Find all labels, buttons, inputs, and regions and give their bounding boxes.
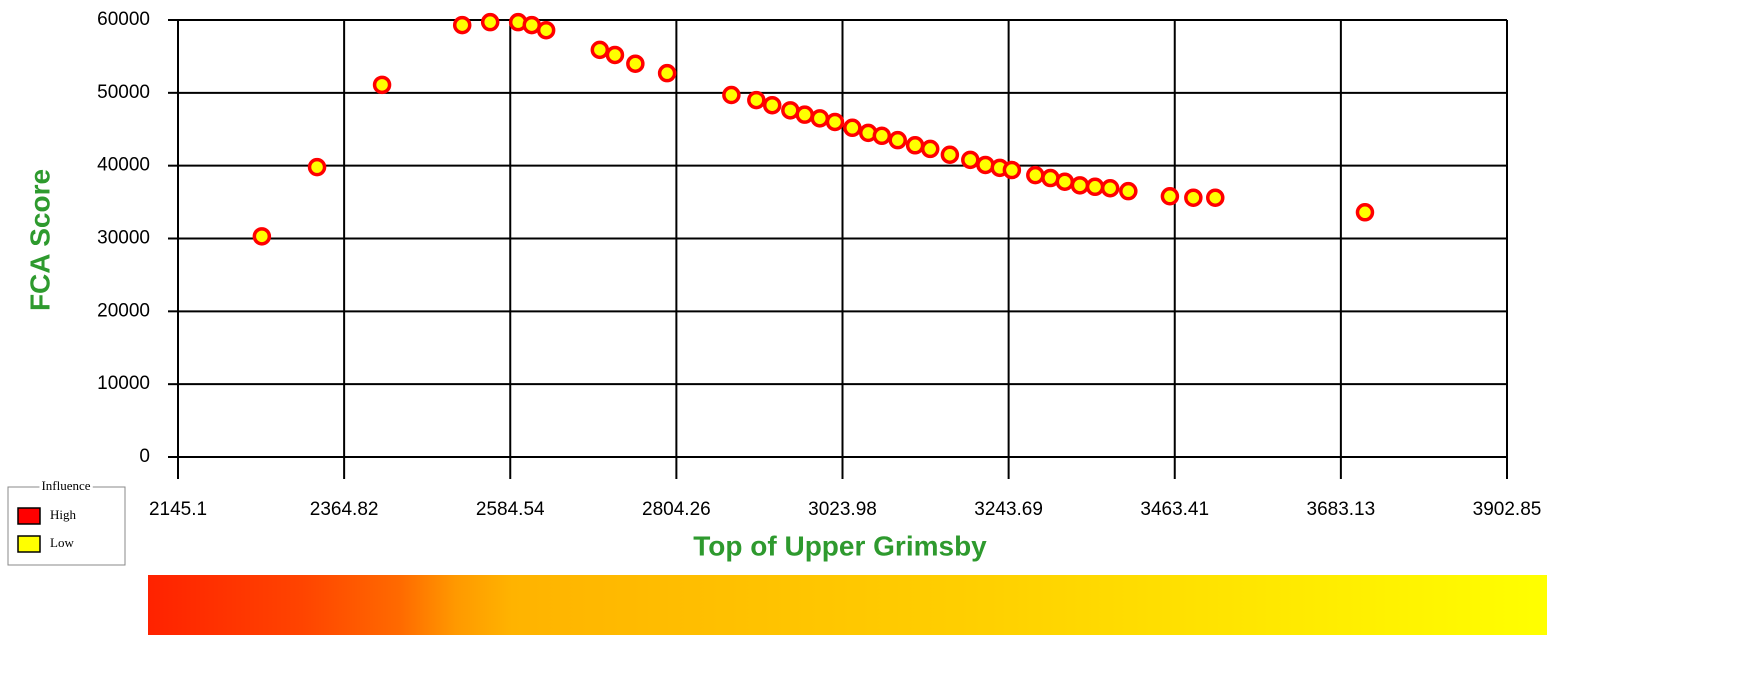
point — [590, 40, 610, 60]
point — [810, 109, 830, 128]
point — [961, 150, 980, 170]
legend-title-bg — [39, 477, 93, 493]
point — [976, 155, 995, 175]
point — [825, 112, 845, 132]
point — [1184, 188, 1203, 207]
point — [888, 130, 907, 150]
x-tick-label: 2145.1 — [149, 499, 207, 520]
x-tick-label: 3902.85 — [1473, 499, 1542, 520]
y-tick-label: 50000 — [97, 82, 150, 103]
point — [843, 118, 862, 138]
legend-label: Low — [50, 535, 74, 550]
point — [1160, 187, 1180, 206]
x-tick-label: 3463.41 — [1140, 499, 1209, 520]
y-tick-label: 60000 — [97, 9, 150, 30]
x-tick-label: 2364.82 — [310, 499, 379, 520]
point — [940, 145, 960, 164]
x-axis-label: Top of Upper Grimsby — [693, 530, 987, 561]
point — [657, 63, 677, 83]
point — [605, 45, 625, 65]
y-tick-label: 0 — [139, 446, 150, 467]
legend-box — [7, 486, 126, 566]
point — [920, 139, 940, 159]
point — [1041, 168, 1060, 188]
y-axis-label: FCA Score — [24, 169, 55, 311]
point — [307, 157, 327, 177]
point — [372, 75, 392, 95]
point — [795, 105, 814, 124]
point — [762, 95, 782, 115]
color-scale-bar — [148, 575, 1547, 635]
point — [1119, 181, 1138, 201]
point — [252, 227, 272, 246]
point — [536, 20, 556, 40]
point — [1355, 203, 1375, 222]
point — [905, 136, 925, 155]
point — [452, 15, 472, 35]
y-tick-label: 40000 — [97, 155, 150, 176]
point — [722, 85, 741, 105]
point — [1055, 172, 1075, 191]
legend-label: High — [50, 507, 77, 522]
x-tick-label: 2804.26 — [642, 499, 711, 520]
x-tick-label: 3683.13 — [1307, 499, 1376, 520]
point — [1085, 177, 1105, 197]
x-tick-label: 3023.98 — [808, 499, 877, 520]
x-tick-label: 3243.69 — [974, 499, 1043, 520]
point — [1206, 188, 1225, 207]
x-tick-label: 2584.54 — [476, 499, 545, 520]
point — [1002, 160, 1022, 180]
point — [747, 90, 766, 110]
legend-swatch — [17, 535, 41, 553]
y-tick-label: 10000 — [97, 373, 150, 394]
point — [1100, 178, 1120, 198]
y-tick-label: 30000 — [97, 228, 150, 249]
point — [872, 126, 892, 146]
point — [626, 54, 645, 73]
legend-title: Influence — [41, 478, 90, 493]
point — [480, 12, 500, 32]
legend-swatch — [17, 507, 41, 525]
point — [1026, 165, 1045, 185]
point — [1070, 176, 1090, 195]
y-tick-label: 20000 — [97, 300, 150, 321]
